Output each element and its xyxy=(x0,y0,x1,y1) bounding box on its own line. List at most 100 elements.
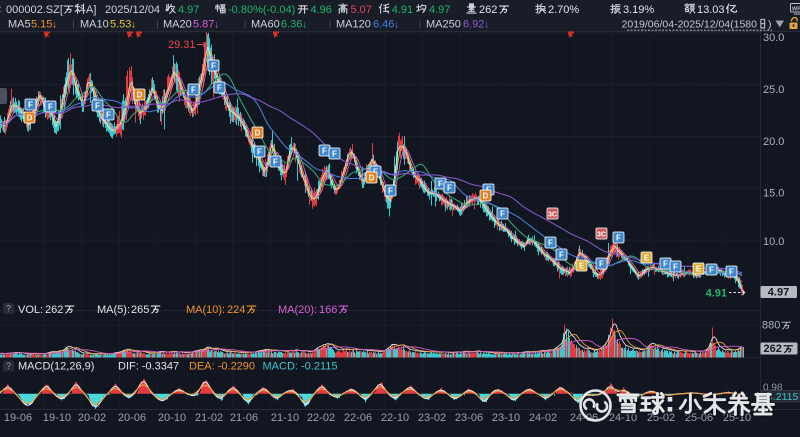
svg-text:265: 265 xyxy=(131,304,149,316)
svg-text:F: F xyxy=(438,180,443,189)
svg-text:3C: 3C xyxy=(548,212,557,219)
svg-text:A]: A] xyxy=(86,4,96,16)
svg-text:224: 224 xyxy=(227,304,245,316)
svg-text:F: F xyxy=(559,251,564,260)
svg-text:F: F xyxy=(273,158,278,167)
svg-text:13.03: 13.03 xyxy=(697,4,725,16)
svg-text:F: F xyxy=(729,268,734,277)
svg-text:F: F xyxy=(332,150,337,159)
svg-text:↓: ↓ xyxy=(131,20,136,31)
svg-text:29.31: 29.31 xyxy=(168,39,196,51)
svg-text:5.07: 5.07 xyxy=(351,4,372,16)
svg-text:F: F xyxy=(322,147,327,156)
svg-text:VOL:: VOL: xyxy=(18,304,43,316)
svg-text:262: 262 xyxy=(764,343,782,355)
svg-text:?: ? xyxy=(6,361,11,371)
svg-text:5.53: 5.53 xyxy=(110,19,131,31)
svg-text:880: 880 xyxy=(762,320,780,332)
svg-text:D: D xyxy=(483,192,489,201)
svg-text:E: E xyxy=(644,254,650,263)
svg-text:4.91: 4.91 xyxy=(392,4,413,16)
svg-text:F: F xyxy=(106,111,111,120)
svg-text:2019/06/04-2025/12/04(1580: 2019/06/04-2025/12/04(1580 xyxy=(622,19,758,31)
svg-text:4.96: 4.96 xyxy=(311,4,332,16)
svg-text:MA60: MA60 xyxy=(251,19,280,31)
svg-text:↓: ↓ xyxy=(214,20,219,31)
svg-text:F: F xyxy=(500,210,505,219)
svg-text:MA(20):: MA(20): xyxy=(278,304,317,316)
svg-text:F: F xyxy=(257,148,262,157)
svg-text:166: 166 xyxy=(319,304,337,316)
svg-text:DEA: -0.2290: DEA: -0.2290 xyxy=(189,361,255,373)
svg-text:4.97: 4.97 xyxy=(768,287,789,299)
svg-text:F: F xyxy=(28,101,33,110)
svg-text:262: 262 xyxy=(479,4,497,16)
svg-text:MA(5):: MA(5): xyxy=(97,304,130,316)
svg-text:F: F xyxy=(217,84,222,93)
svg-text:MA20: MA20 xyxy=(163,19,192,31)
svg-text:↓: ↓ xyxy=(52,20,57,31)
svg-text:MA120: MA120 xyxy=(336,19,371,31)
svg-text:F: F xyxy=(616,234,621,243)
svg-text:↓: ↓ xyxy=(302,20,307,31)
svg-text:3.19%: 3.19% xyxy=(623,4,654,16)
svg-text:-0.80%(-0.04): -0.80%(-0.04) xyxy=(228,4,295,16)
svg-text:5.15: 5.15 xyxy=(31,19,52,31)
svg-text:D: D xyxy=(137,91,143,100)
svg-text:15.0: 15.0 xyxy=(763,188,784,200)
svg-text:F: F xyxy=(709,266,714,275)
svg-text:22-02: 22-02 xyxy=(307,412,335,424)
svg-text:F: F xyxy=(191,86,196,95)
svg-text:MACD(12,26,9): MACD(12,26,9) xyxy=(18,361,94,373)
svg-text:25-02: 25-02 xyxy=(647,412,675,424)
svg-text:6.36: 6.36 xyxy=(281,19,302,31)
svg-text:F: F xyxy=(548,239,553,248)
svg-text:21-02: 21-02 xyxy=(195,412,223,424)
svg-text:E: E xyxy=(579,262,585,271)
svg-text:MA5: MA5 xyxy=(8,19,31,31)
svg-text:MA(10):: MA(10): xyxy=(186,304,225,316)
svg-text:F: F xyxy=(48,103,53,112)
svg-text:10.0: 10.0 xyxy=(763,236,784,248)
svg-text:21-10: 21-10 xyxy=(271,412,299,424)
svg-text:2025/12/04: 2025/12/04 xyxy=(105,4,160,16)
svg-text:21-06: 21-06 xyxy=(230,412,258,424)
svg-text:4.97: 4.97 xyxy=(429,4,450,16)
svg-text:22-06: 22-06 xyxy=(344,412,372,424)
svg-text:F: F xyxy=(95,102,100,111)
svg-text:WP: WP xyxy=(792,7,800,13)
svg-text:D: D xyxy=(369,174,375,183)
svg-text:6.92: 6.92 xyxy=(463,19,484,31)
svg-text:20-10: 20-10 xyxy=(158,412,186,424)
svg-text:25.0: 25.0 xyxy=(763,84,784,96)
svg-text:D: D xyxy=(255,129,261,138)
svg-text:F: F xyxy=(673,263,678,272)
svg-text:F: F xyxy=(388,187,393,196)
svg-text:30.0: 30.0 xyxy=(763,32,784,44)
svg-text:F: F xyxy=(599,260,604,269)
svg-text:5.87: 5.87 xyxy=(193,19,214,31)
svg-text:↓: ↓ xyxy=(484,20,489,31)
svg-text:‹: ‹ xyxy=(0,1,1,16)
svg-text:4.97: 4.97 xyxy=(178,4,199,16)
svg-text:23-10: 23-10 xyxy=(492,412,520,424)
svg-text:262: 262 xyxy=(45,304,63,316)
svg-text:DIF: -0.3347: DIF: -0.3347 xyxy=(118,361,179,373)
svg-text:20-06: 20-06 xyxy=(118,412,146,424)
svg-text:20.0: 20.0 xyxy=(763,136,784,148)
svg-text:3C: 3C xyxy=(597,232,606,239)
svg-text:19-06: 19-06 xyxy=(4,412,32,424)
svg-text:4.91: 4.91 xyxy=(706,287,727,299)
svg-text:6.46: 6.46 xyxy=(373,19,394,31)
svg-text:F: F xyxy=(211,62,216,71)
svg-text:23-06: 23-06 xyxy=(455,412,483,424)
svg-text:24-02: 24-02 xyxy=(529,412,557,424)
svg-text:F: F xyxy=(663,260,668,269)
svg-text:MACD: -0.2115: MACD: -0.2115 xyxy=(263,361,338,373)
svg-text:↓: ↓ xyxy=(394,20,399,31)
svg-text:E: E xyxy=(696,265,702,274)
svg-text:): ) xyxy=(768,19,772,31)
svg-text:F: F xyxy=(447,184,452,193)
svg-text:2.70%: 2.70% xyxy=(548,4,579,16)
svg-text:D: D xyxy=(27,114,33,123)
